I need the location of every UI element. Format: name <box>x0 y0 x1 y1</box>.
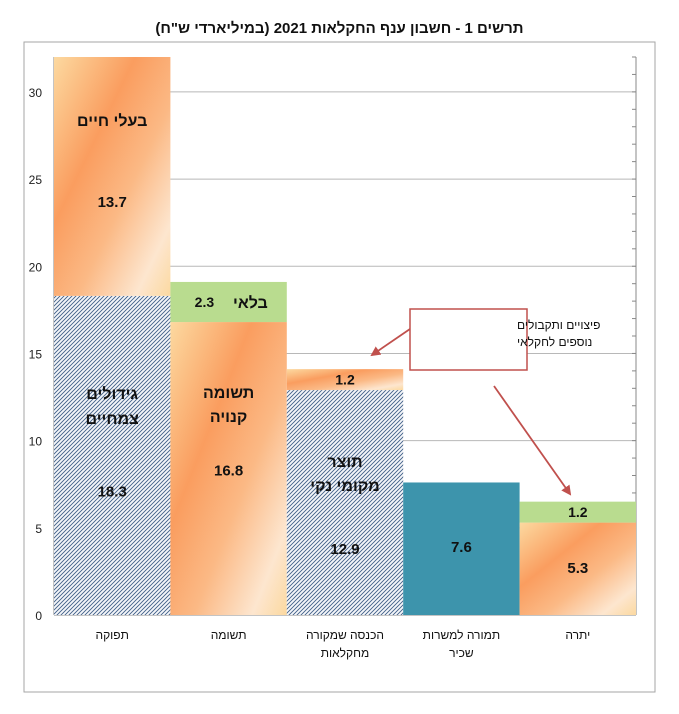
x-tick-label: מחקלאות <box>321 646 370 660</box>
data-label: 7.6 <box>451 539 472 556</box>
bar-segment <box>286 369 404 391</box>
segment-label: תוצר <box>327 454 362 471</box>
bar-segment <box>54 295 171 615</box>
x-tick-label: תפוקה <box>95 628 128 642</box>
data-label: 5.3 <box>567 560 588 577</box>
chart-frame <box>23 41 656 693</box>
bar-segment <box>286 390 404 615</box>
segment-label: מקומי נקי <box>310 478 380 495</box>
data-label: 16.8 <box>214 463 243 480</box>
data-label: 1.2 <box>568 504 588 520</box>
y-tick-label: 5 <box>35 522 42 536</box>
data-label: 1.2 <box>335 372 355 388</box>
annotation-text: פיצויים ותקבולים <box>517 318 600 332</box>
chart-title: תרשים 1 - חשבון ענף החקלאות 2021 (במיליא… <box>155 20 524 37</box>
x-tick-label: שכיר <box>449 646 474 660</box>
x-tick-label: תשומה <box>211 628 247 642</box>
x-tick-label: תמורה למשרות <box>423 628 500 642</box>
segment-label: בלאי <box>233 294 268 312</box>
y-tick-label: 30 <box>29 86 43 100</box>
bar-segment <box>170 322 287 615</box>
bar-segment <box>54 57 171 296</box>
bar-segment <box>519 522 636 615</box>
data-label: 2.3 <box>195 294 215 310</box>
bar-segment <box>403 482 520 615</box>
bar-segment <box>519 501 636 523</box>
y-tick-label: 0 <box>35 609 42 623</box>
segment-label: בעלי חיים <box>77 112 147 130</box>
data-label: 18.3 <box>98 483 127 500</box>
annotation-text: נוספים לחקלאי <box>517 335 592 349</box>
y-tick-label: 25 <box>29 173 43 187</box>
annotation-arrow <box>370 328 411 357</box>
y-tick-label: 20 <box>29 260 43 274</box>
annotation-arrow <box>493 385 572 496</box>
annotation-box <box>409 308 528 371</box>
segment-label: קנויה <box>210 409 248 426</box>
segment-label: גידולים <box>86 385 138 403</box>
segment-label: צמחיים <box>85 411 138 428</box>
data-label: 12.9 <box>330 541 359 558</box>
y-tick-label: 10 <box>29 435 43 449</box>
segment-label: תשומה <box>203 385 254 402</box>
data-label: 13.7 <box>98 194 127 211</box>
x-tick-label: יתרה <box>565 628 590 642</box>
y-tick-label: 15 <box>29 347 43 361</box>
bar-segment <box>170 281 287 323</box>
x-tick-label: הכנסה שמקורה <box>306 628 384 642</box>
